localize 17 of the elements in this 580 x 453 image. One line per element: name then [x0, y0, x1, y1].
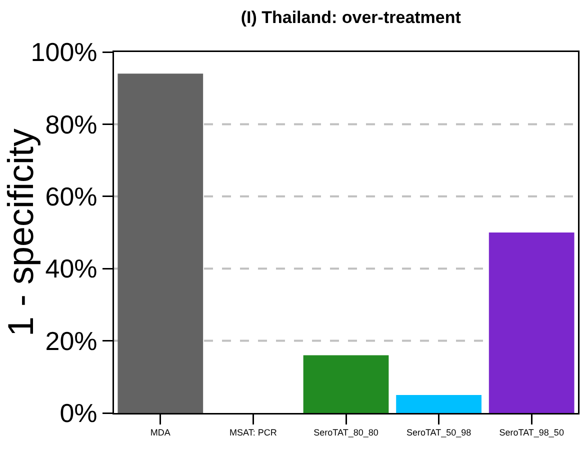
x-tick-label: SeroTAT_80_80	[314, 427, 378, 438]
y-tick-label: 20%	[45, 326, 98, 356]
bar	[488, 232, 574, 413]
y-tick-label: 0%	[60, 398, 98, 428]
y-tick-label: 80%	[45, 109, 98, 140]
y-axis-title: 1 - specificity	[0, 128, 41, 337]
chart-title: (I) Thailand: over-treatment	[240, 8, 462, 28]
x-tick-label: MSAT: PCR	[230, 427, 278, 438]
bar	[118, 74, 204, 413]
y-tick-label: 40%	[45, 254, 98, 284]
y-tick-label: 60%	[45, 182, 98, 212]
y-tick-label: 100%	[30, 37, 98, 68]
bar	[303, 355, 389, 413]
x-tick-label: SeroTAT_50_98	[406, 427, 472, 438]
x-tick-label: MDA	[150, 427, 170, 438]
x-tick-label: SeroTAT_98_50	[499, 427, 564, 438]
bar	[396, 394, 482, 413]
